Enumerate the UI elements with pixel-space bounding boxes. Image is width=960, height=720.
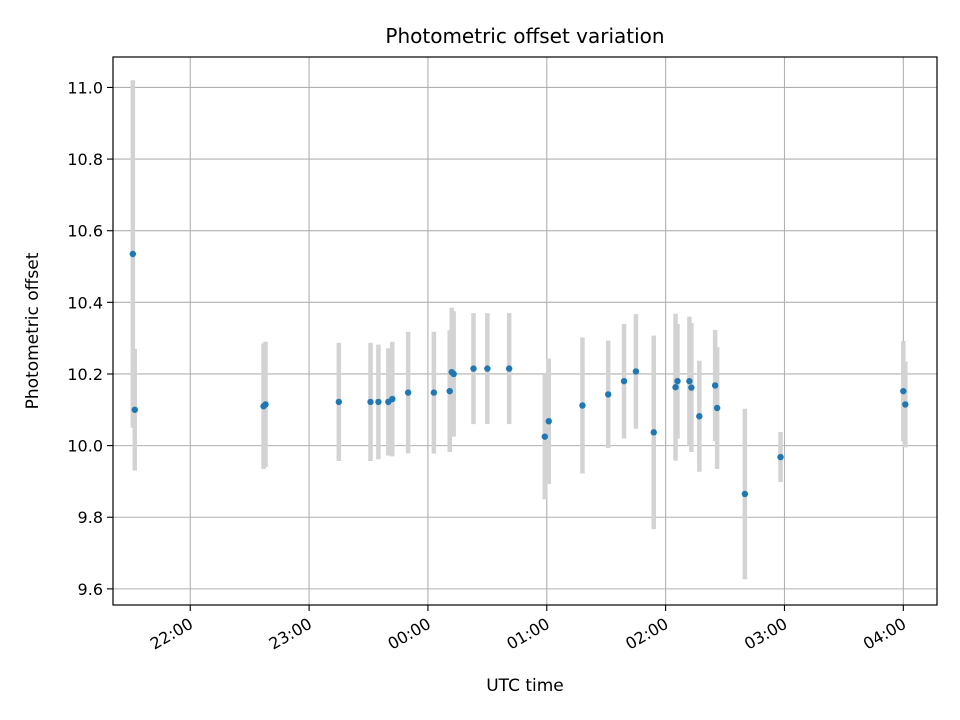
y-tick-label: 10.2	[67, 365, 103, 384]
y-tick-label: 9.8	[78, 508, 103, 527]
y-tick-label: 10.6	[67, 222, 103, 241]
data-point	[389, 395, 396, 403]
data-point	[335, 398, 343, 406]
data-point	[129, 250, 137, 258]
data-point	[470, 365, 477, 372]
data-point	[505, 365, 513, 372]
chart-title: Photometric offset variation	[385, 24, 664, 48]
data-point	[579, 402, 586, 409]
x-tick-label: 03:00	[741, 614, 790, 654]
y-tick-label: 10.0	[67, 437, 103, 456]
plot-frame	[112, 56, 938, 606]
data-point	[688, 384, 695, 391]
data-point	[545, 418, 552, 425]
x-tick-label: 04:00	[860, 614, 909, 654]
x-tick-label: 02:00	[622, 614, 671, 654]
y-tick-label: 10.4	[67, 293, 103, 312]
data-point	[484, 365, 491, 372]
data-point	[632, 368, 640, 375]
data-point	[604, 391, 612, 398]
data-point	[650, 429, 657, 436]
data-point	[450, 370, 457, 378]
data-point	[620, 377, 628, 385]
data-point	[900, 387, 907, 395]
data-point	[711, 382, 719, 389]
y-axis-label: Photometric offset	[23, 252, 43, 409]
data-point	[777, 453, 784, 461]
grid	[113, 57, 937, 605]
data-point	[404, 389, 412, 396]
data-point	[902, 401, 909, 408]
data-point	[541, 433, 549, 440]
data-point	[430, 389, 438, 396]
data-point	[131, 406, 138, 413]
data-point	[713, 404, 721, 412]
data-point	[446, 387, 453, 395]
data-point	[262, 401, 269, 408]
y-axis-ticks: 9.6 9.8 10.0 10.2 10.4 10.6 10.8 11.0	[67, 78, 113, 599]
y-tick-label: 9.6	[78, 580, 103, 599]
x-tick-label: 00:00	[385, 614, 434, 654]
x-tick-label: 23:00	[266, 614, 315, 654]
data-point	[686, 377, 693, 385]
x-axis-ticks: 22:00 23:00 00:00 01:00 02:00 03:00 04:00	[147, 605, 909, 654]
data-point	[741, 490, 749, 498]
data-point	[672, 384, 679, 391]
x-tick-label: 01:00	[503, 614, 552, 654]
error-bars	[130, 80, 908, 580]
x-axis-label: UTC time	[486, 676, 564, 696]
x-tick-label: 22:00	[147, 614, 196, 654]
y-tick-label: 10.8	[67, 150, 103, 169]
data-point	[696, 413, 703, 420]
data-point	[674, 377, 681, 385]
y-tick-label: 11.0	[67, 78, 103, 97]
data-points	[129, 250, 909, 498]
data-point	[367, 398, 374, 406]
data-point	[375, 398, 382, 406]
